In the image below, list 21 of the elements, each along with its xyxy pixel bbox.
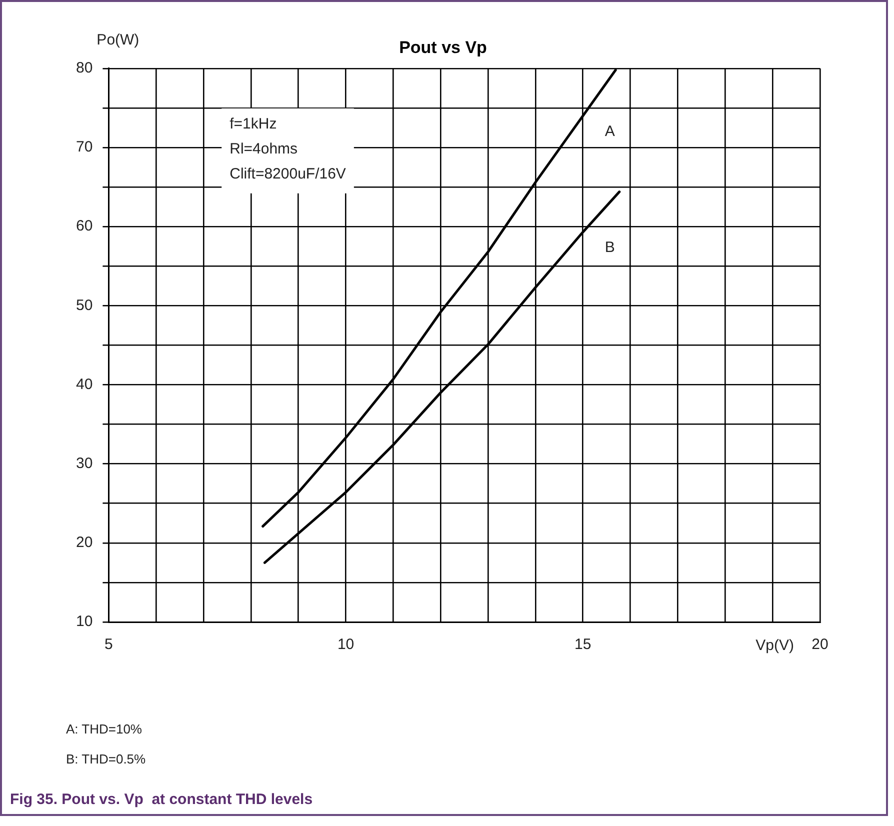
y-tick-label: 40 [76,376,93,393]
text: B: THD=0.5% [66,752,146,767]
text: A: THD=10% [66,722,142,737]
x-tick-label: 20 [812,636,828,654]
series-label: A [604,122,615,140]
y-tick-label: 60 [76,218,93,235]
caption: Fig 35. Pout vs. Vp at constant THD levels [10,791,313,808]
y-axis-title: Po(W) [96,32,140,49]
x-axis-title: Vp(V) [756,637,794,654]
x-tick-label: 5 [104,636,113,654]
y-tick-label: 80 [76,60,93,77]
y-tick-label: 30 [76,454,93,472]
y-tick-label: 70 [76,138,93,156]
series-label: B [604,239,615,256]
annotation: f=1kHz Rl=4ohms Clift=8200uF/16V [230,116,346,183]
x-tick-label: 15 [574,636,592,654]
y-tick-label: 20 [76,534,93,552]
y-tick-label: 10 [76,613,93,630]
x-tick-label: 10 [337,636,354,654]
chart-title: Pout vs Vp [399,38,487,57]
y-tick-label: 50 [76,296,93,314]
